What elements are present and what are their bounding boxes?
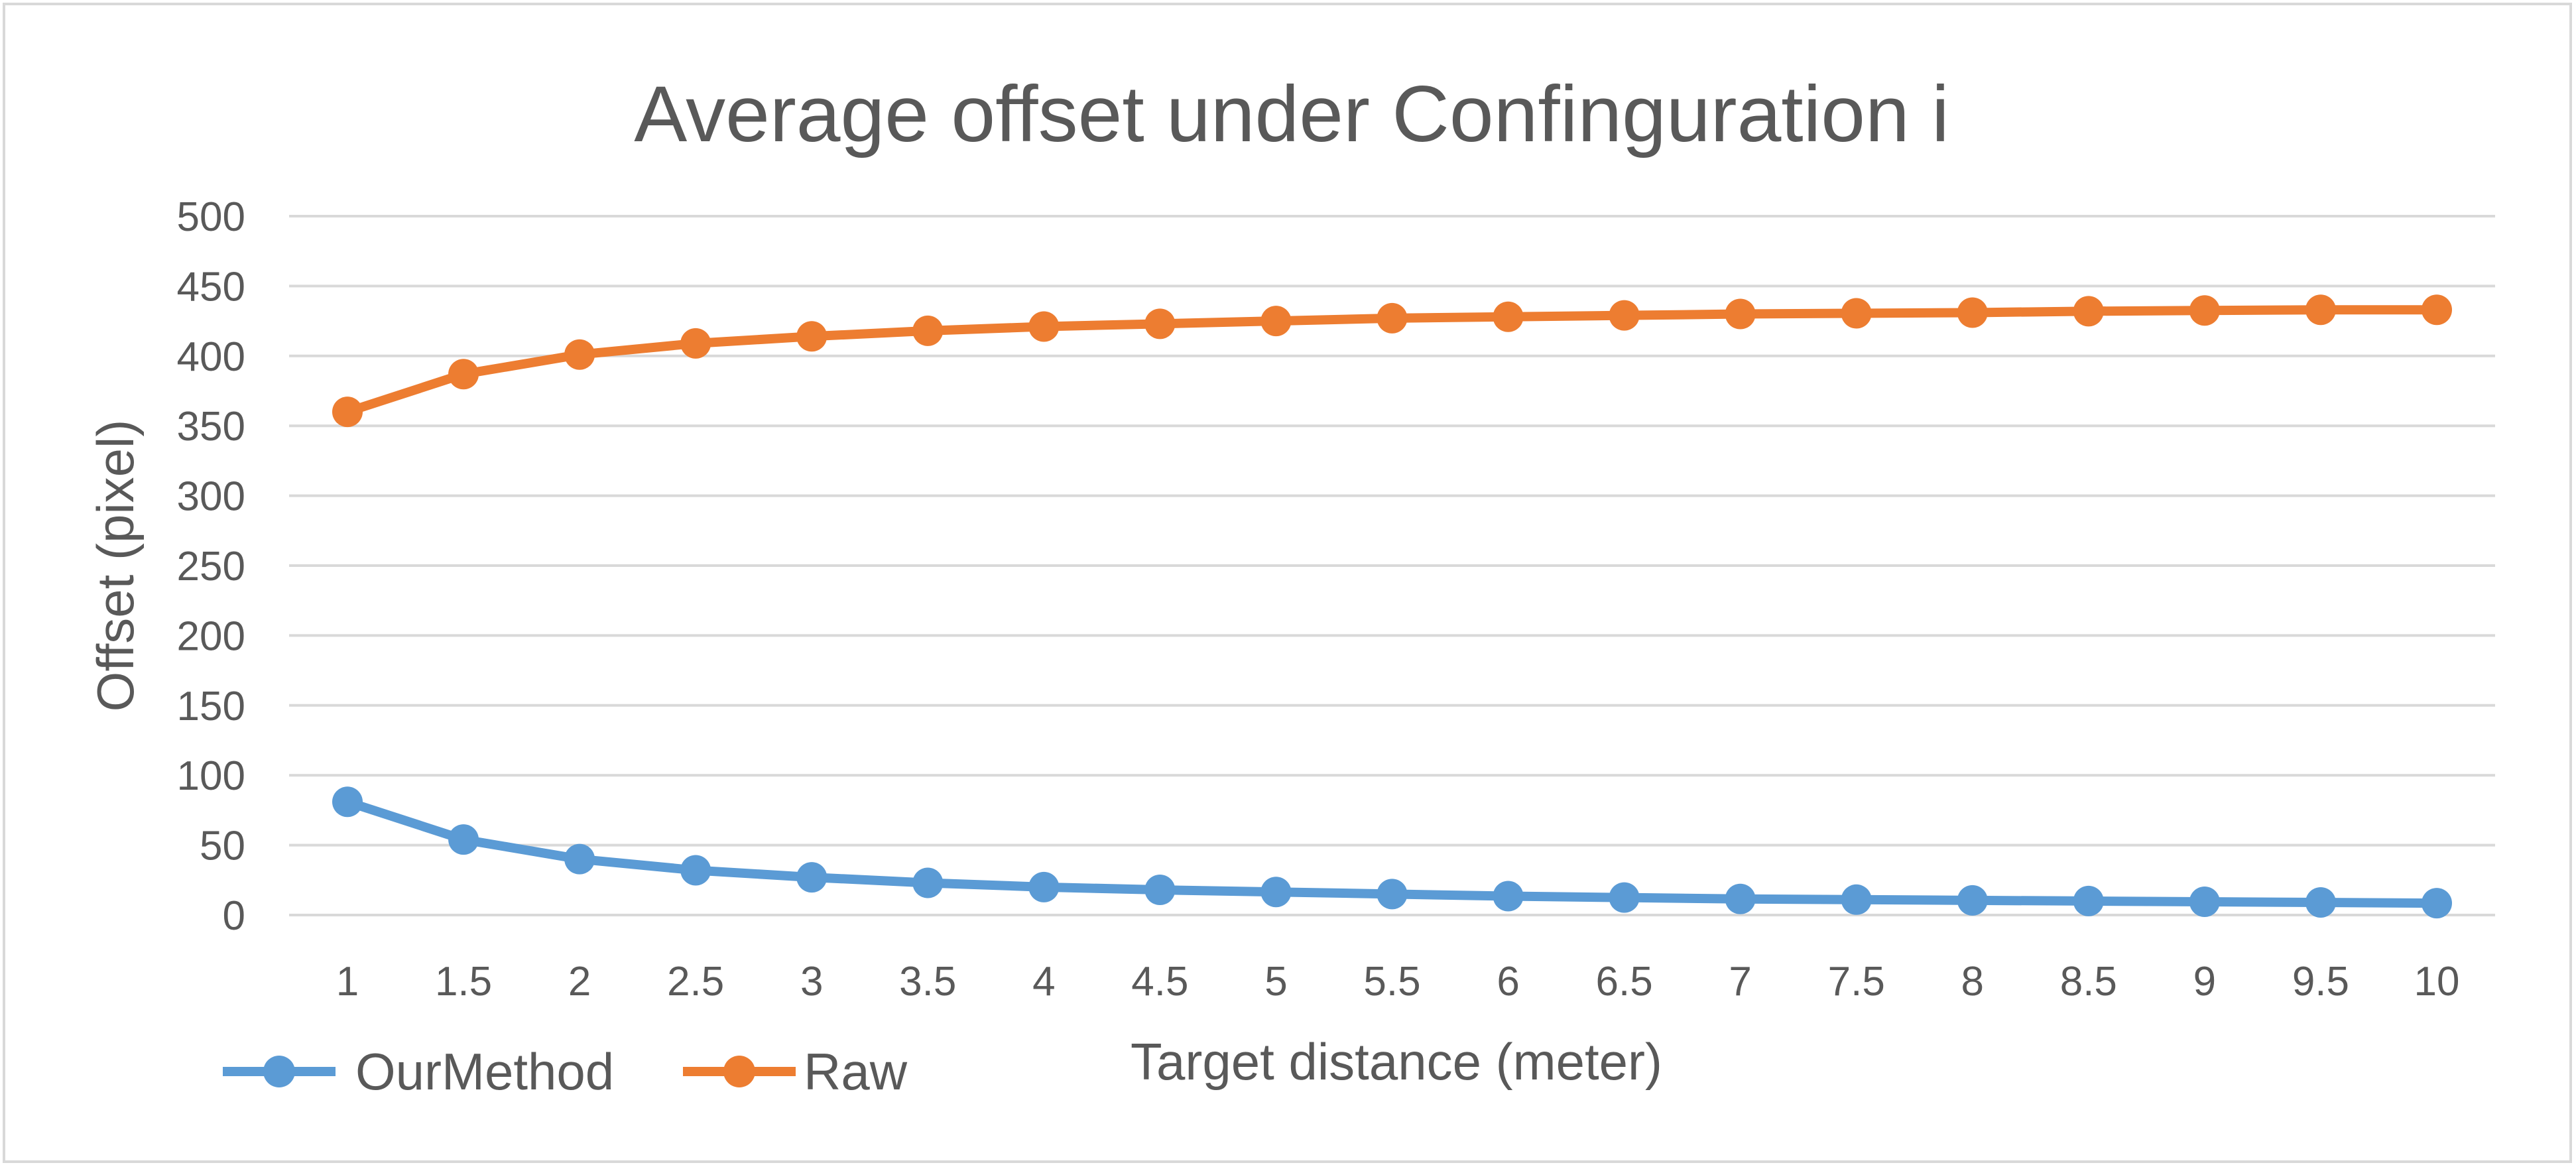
data-point-raw [1144,308,1176,339]
data-point-raw [2189,295,2220,326]
data-point-raw [1377,302,1408,334]
data-point-ourmethod [332,786,363,818]
data-point-ourmethod [680,855,711,886]
x-tick-label: 4.5 [1131,959,1188,1005]
line-chart: Average offset under Confinguration i 0 5… [86,70,2495,1101]
data-point-raw [680,328,711,359]
legend-item-raw: Raw [683,1042,908,1101]
data-point-ourmethod [2189,886,2220,917]
x-tick-label: 7 [1729,959,1751,1005]
data-point-ourmethod [1725,883,1756,914]
legend-item-ourmethod: OurMethod [223,1042,614,1101]
data-point-raw [448,359,479,390]
legend: OurMethod Raw [223,1042,908,1101]
x-tick-label: 7.5 [1828,959,1885,1005]
data-point-raw [1841,298,1872,329]
x-tick-label: 3 [800,959,823,1005]
data-point-ourmethod [1028,871,1060,902]
y-tick-label: 50 [200,824,245,869]
y-tick-label: 100 [177,753,245,799]
x-tick-label: 9 [2193,959,2216,1005]
x-tick-label: 6.5 [1596,959,1653,1005]
x-axis-ticks: 1 1.5 2 2.5 3 3.5 4 4.5 5 5.5 6 6.5 7 7.5 8 8.5 9 9.5 10 [336,959,2460,1005]
data-point-ourmethod [1957,885,1988,916]
x-tick-label: 4 [1032,959,1055,1005]
data-point-raw [2305,294,2336,326]
x-tick-label: 9.5 [2292,959,2349,1005]
y-tick-label: 400 [177,334,245,380]
x-tick-label: 8 [1961,959,1984,1005]
y-tick-label: 300 [177,474,245,520]
data-point-ourmethod [1144,875,1176,906]
data-point-ourmethod [564,843,595,875]
y-tick-label: 250 [177,544,245,589]
x-tick-label: 8.5 [2060,959,2117,1005]
data-point-raw [1493,301,1524,332]
x-tick-label: 6 [1497,959,1519,1005]
chart-title: Average offset under Confinguration i [634,70,1949,158]
legend-label-ourmethod: OurMethod [355,1042,614,1101]
series-raw [332,294,2452,428]
x-tick-label: 5 [1264,959,1287,1005]
data-point-ourmethod [2422,888,2452,919]
legend-marker-raw [723,1056,755,1087]
data-point-ourmethod [1841,884,1872,915]
series-ourmethod [332,786,2452,919]
data-point-raw [1957,297,1988,328]
data-point-raw [1260,306,1292,337]
chart-frame: Average offset under Confinguration i 0 5… [3,3,2572,1163]
y-tick-label: 500 [177,194,245,240]
data-point-raw [1609,300,1640,331]
y-tick-label: 350 [177,404,245,450]
x-axis-title: Target distance (meter) [1131,1032,1662,1091]
data-point-ourmethod [2305,887,2336,918]
gridlines [289,215,2495,916]
y-tick-label: 200 [177,613,245,659]
data-point-raw [564,339,595,370]
legend-marker-ourmethod [263,1056,295,1087]
data-point-raw [1725,298,1756,330]
x-tick-label: 3.5 [899,959,956,1005]
data-point-ourmethod [1377,879,1408,910]
data-point-raw [2073,296,2104,327]
data-point-ourmethod [1260,877,1292,908]
data-point-ourmethod [1609,882,1640,913]
data-point-raw [912,315,944,346]
data-point-ourmethod [912,867,944,898]
y-axis-title: Offset (pixel) [86,420,145,712]
data-point-ourmethod [2073,885,2104,916]
x-tick-label: 5.5 [1363,959,1420,1005]
data-point-ourmethod [796,862,828,893]
x-tick-label: 2.5 [667,959,724,1005]
y-tick-label: 0 [223,893,245,939]
data-point-raw [2422,294,2452,326]
series-lines [332,294,2452,919]
data-point-raw [1028,311,1060,342]
y-tick-label: 150 [177,684,245,729]
data-point-raw [332,397,363,428]
x-tick-label: 2 [568,959,591,1005]
y-tick-label: 450 [177,264,245,310]
data-point-raw [796,321,828,352]
x-tick-label: 1.5 [435,959,492,1005]
data-point-ourmethod [1493,881,1524,912]
x-tick-label: 10 [2414,959,2460,1005]
legend-label-raw: Raw [804,1042,908,1101]
y-axis-ticks: 0 50 100 150 200 250 300 350 400 450 500 [177,194,245,939]
x-tick-label: 1 [336,959,359,1005]
data-point-ourmethod [448,824,479,855]
